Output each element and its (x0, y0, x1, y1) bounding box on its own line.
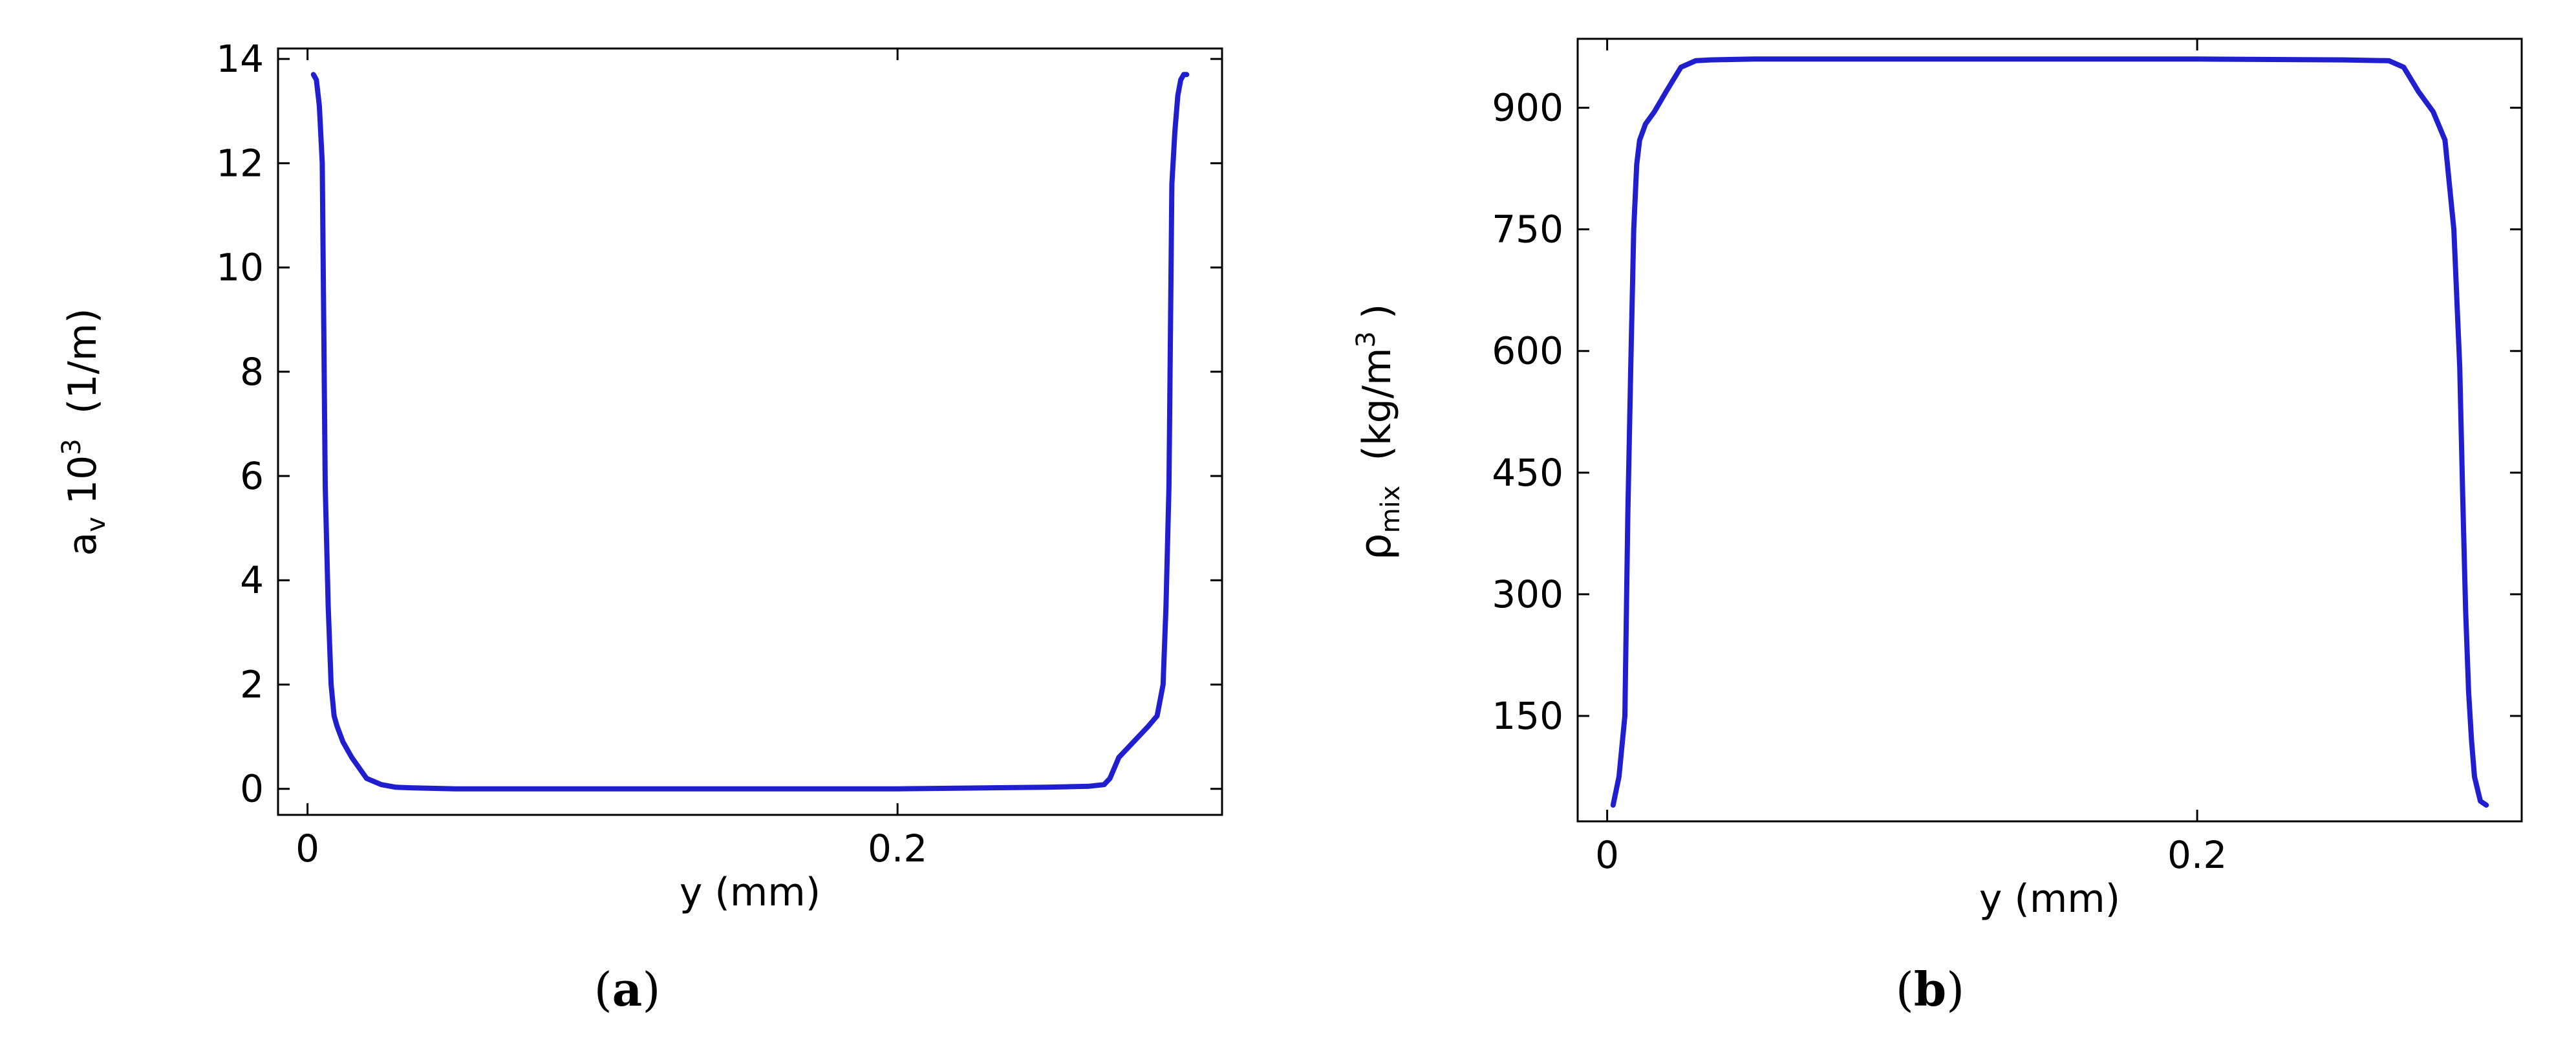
y-ticks-a: 0 2 4 6 8 10 12 14 (216, 37, 1222, 811)
series-line-b-0 (1610, 56, 2489, 808)
caption-b-letter: b (1914, 962, 1946, 1017)
x-ticks-a: 0 0.2 (295, 49, 927, 870)
y-label-main-b: ρ (1351, 533, 1401, 560)
x-axis-label-a: y (mm) (680, 870, 821, 915)
caption-b-open: ( (1896, 962, 1914, 1017)
x-ticks-b: 0 0.2 (1595, 39, 2227, 877)
y-label-tail-b: ) (1355, 304, 1400, 331)
y-tick-label-a-7: 14 (216, 37, 264, 81)
y-label-sup-b: 3 (1351, 331, 1381, 347)
caption-a-open: ( (594, 962, 612, 1017)
x-tick-label-a-0: 0 (295, 827, 319, 870)
y-label-sup-a: 3 (57, 438, 87, 455)
y-tick-label-a-4: 8 (240, 350, 264, 394)
y-tick-label-a-1: 2 (240, 662, 264, 706)
y-label-mid-b: (kg/m (1355, 348, 1400, 486)
y-tick-label-a-6: 12 (216, 141, 264, 185)
y-label-sub-b: mix (1376, 486, 1406, 534)
y-tick-label-a-3: 6 (240, 454, 264, 498)
y-tick-label-a-0: 0 (240, 767, 264, 811)
caption-b-close: ) (1946, 962, 1964, 1017)
y-label-sub-a: v (81, 517, 111, 532)
x-tick-label-b-0: 0 (1595, 833, 1619, 877)
y-tick-label-b-0: 150 (1492, 694, 1563, 738)
y-tick-label-a-2: 4 (240, 558, 264, 602)
y-tick-label-a-5: 10 (216, 246, 264, 290)
y-tick-label-b-5: 900 (1492, 86, 1563, 130)
caption-a: (a) (594, 962, 661, 1017)
y-tick-label-b-2: 450 (1492, 451, 1563, 495)
y-label-tail-a: (1/m) (60, 308, 105, 438)
data-line-b (1610, 56, 2489, 808)
y-axis-label-a: av 103 (1/m) (57, 308, 111, 556)
x-tick-label-b-1: 0.2 (2167, 833, 2227, 877)
caption-a-letter: a (612, 962, 643, 1017)
caption-b: (b) (1896, 962, 1965, 1017)
series-line-a-0 (310, 72, 1190, 792)
data-line-a (310, 72, 1190, 792)
x-tick-label-a-1: 0.2 (868, 827, 927, 870)
plot-frame-a (277, 47, 1223, 816)
y-tick-label-b-4: 750 (1492, 208, 1563, 252)
caption-a-close: ) (642, 962, 660, 1017)
y-tick-label-b-1: 300 (1492, 572, 1563, 616)
y-label-main-a: a (60, 532, 105, 556)
y-label-mid-a: 10 (60, 455, 105, 517)
y-ticks-b: 150 300 450 600 750 900 (1492, 86, 2522, 738)
x-axis-label-b: y (mm) (1979, 876, 2120, 922)
y-tick-label-b-3: 600 (1492, 329, 1563, 373)
y-axis-label-b: ρmix (kg/m3 ) (1351, 304, 1406, 561)
plot-frame-b (1576, 38, 2523, 823)
